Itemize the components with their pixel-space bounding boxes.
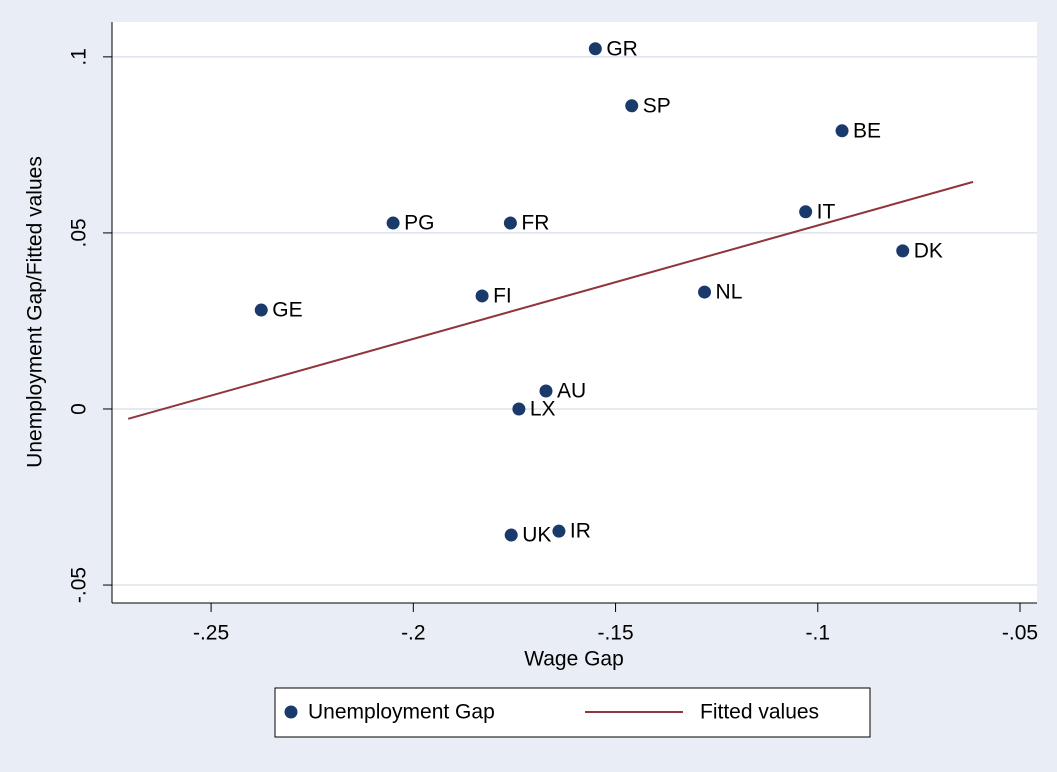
legend-marker xyxy=(284,705,298,719)
point-label: IR xyxy=(570,520,591,543)
x-tick-label: -.25 xyxy=(193,622,229,645)
point-label: AU xyxy=(557,380,586,403)
y-tick-label: .1 xyxy=(68,48,91,66)
point xyxy=(799,205,813,219)
point-label: NL xyxy=(716,281,743,304)
point xyxy=(512,402,526,416)
y-tick-label: 0 xyxy=(68,403,91,415)
point-label: BE xyxy=(853,119,881,142)
point-label: UK xyxy=(522,524,551,547)
legend-label: Unemployment Gap xyxy=(308,701,495,724)
point xyxy=(539,384,553,398)
point-label: LX xyxy=(530,398,556,421)
point-label: DK xyxy=(914,239,943,262)
point-label: IT xyxy=(817,200,836,223)
point xyxy=(552,524,566,538)
legend-label: Fitted values xyxy=(700,701,819,724)
x-axis-title: Wage Gap xyxy=(524,648,624,671)
point xyxy=(475,289,489,303)
y-tick-label: -.05 xyxy=(68,567,91,603)
point xyxy=(504,528,518,542)
legend-box xyxy=(274,687,871,738)
point xyxy=(896,244,910,258)
x-tick-label: -.2 xyxy=(401,622,426,645)
point xyxy=(835,124,849,138)
y-axis-title: Unemployment Gap/Fitted values xyxy=(24,156,47,468)
point-label: GR xyxy=(606,37,638,60)
point xyxy=(386,216,400,230)
x-tick-label: -.1 xyxy=(806,622,831,645)
point-label: PG xyxy=(404,212,434,235)
point xyxy=(503,216,517,230)
point-label: FI xyxy=(493,284,512,307)
point xyxy=(588,42,602,56)
point-label: SP xyxy=(643,94,671,117)
x-tick-label: -.05 xyxy=(1002,622,1038,645)
point xyxy=(625,99,639,113)
x-tick-label: -.15 xyxy=(597,622,633,645)
fitted-line xyxy=(127,180,974,420)
y-tick-label: .05 xyxy=(68,218,91,247)
plot-area xyxy=(112,22,1037,603)
point xyxy=(254,303,268,317)
point-label: FR xyxy=(521,212,549,235)
point-label: GE xyxy=(272,299,302,322)
point xyxy=(698,285,712,299)
